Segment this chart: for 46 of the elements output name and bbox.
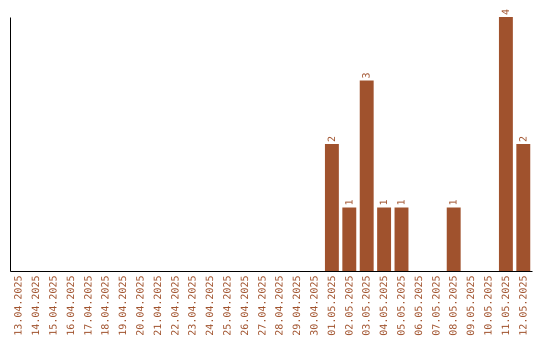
data-label: 3 bbox=[362, 72, 373, 78]
x-tick-label: 18.04.2025 bbox=[100, 276, 112, 336]
x-tick-label: 16.04.2025 bbox=[66, 276, 77, 336]
x-tick-label: 01.05.2025 bbox=[326, 276, 338, 336]
data-label: 1 bbox=[379, 199, 390, 206]
x-tick-label: 26.04.2025 bbox=[240, 276, 251, 336]
x-tick-label: 08.05.2025 bbox=[448, 276, 460, 336]
data-label: 1 bbox=[396, 199, 408, 206]
x-tick-label: 20.04.2025 bbox=[136, 276, 146, 336]
bar bbox=[516, 144, 530, 271]
x-tick-label: 03.05.2025 bbox=[362, 276, 373, 336]
x-tick-label: 06.05.2025 bbox=[414, 276, 425, 336]
x-tick-label: 07.05.2025 bbox=[431, 276, 442, 336]
x-tick-label: 04.05.2025 bbox=[379, 276, 390, 336]
x-tick-label: 02.05.2025 bbox=[344, 276, 356, 336]
x-tick-label: 19.04.2025 bbox=[118, 276, 130, 336]
data-label: 4 bbox=[500, 8, 512, 15]
x-tick-label: 23.04.2025 bbox=[188, 276, 199, 336]
x-tick-label: 30.04.2025 bbox=[310, 276, 320, 336]
bar bbox=[377, 208, 392, 271]
x-tick-label: 29.04.2025 bbox=[292, 276, 304, 336]
x-tick-label: 25.04.2025 bbox=[222, 276, 234, 336]
bar bbox=[446, 208, 461, 271]
x-tick-label: 13.04.2025 bbox=[14, 276, 25, 336]
x-tick-label: 05.05.2025 bbox=[396, 276, 408, 336]
bar bbox=[342, 208, 356, 271]
bar bbox=[394, 208, 408, 271]
bar bbox=[360, 80, 374, 271]
x-tick-label: 21.04.2025 bbox=[152, 276, 164, 336]
x-tick-label: 24.04.2025 bbox=[205, 276, 216, 336]
bar bbox=[498, 17, 513, 271]
data-label: 2 bbox=[326, 136, 338, 142]
x-tick-label: 10.05.2025 bbox=[484, 276, 494, 336]
x-tick-label: 27.04.2025 bbox=[257, 276, 268, 336]
x-tick-label: 11.05.2025 bbox=[500, 276, 512, 336]
x-tick-label: 09.05.2025 bbox=[466, 276, 478, 336]
data-label: 1 bbox=[448, 199, 460, 206]
data-label: 2 bbox=[518, 136, 530, 142]
x-tick-label: 14.04.2025 bbox=[31, 276, 42, 336]
data-label: 1 bbox=[344, 199, 356, 206]
x-tick-label: 12.05.2025 bbox=[518, 276, 530, 336]
x-tick-label: 22.04.2025 bbox=[170, 276, 182, 336]
x-tick-label: 15.04.2025 bbox=[48, 276, 60, 336]
bar bbox=[324, 144, 339, 271]
x-tick-label: 17.04.2025 bbox=[83, 276, 94, 336]
x-tick-label: 28.04.2025 bbox=[274, 276, 286, 336]
